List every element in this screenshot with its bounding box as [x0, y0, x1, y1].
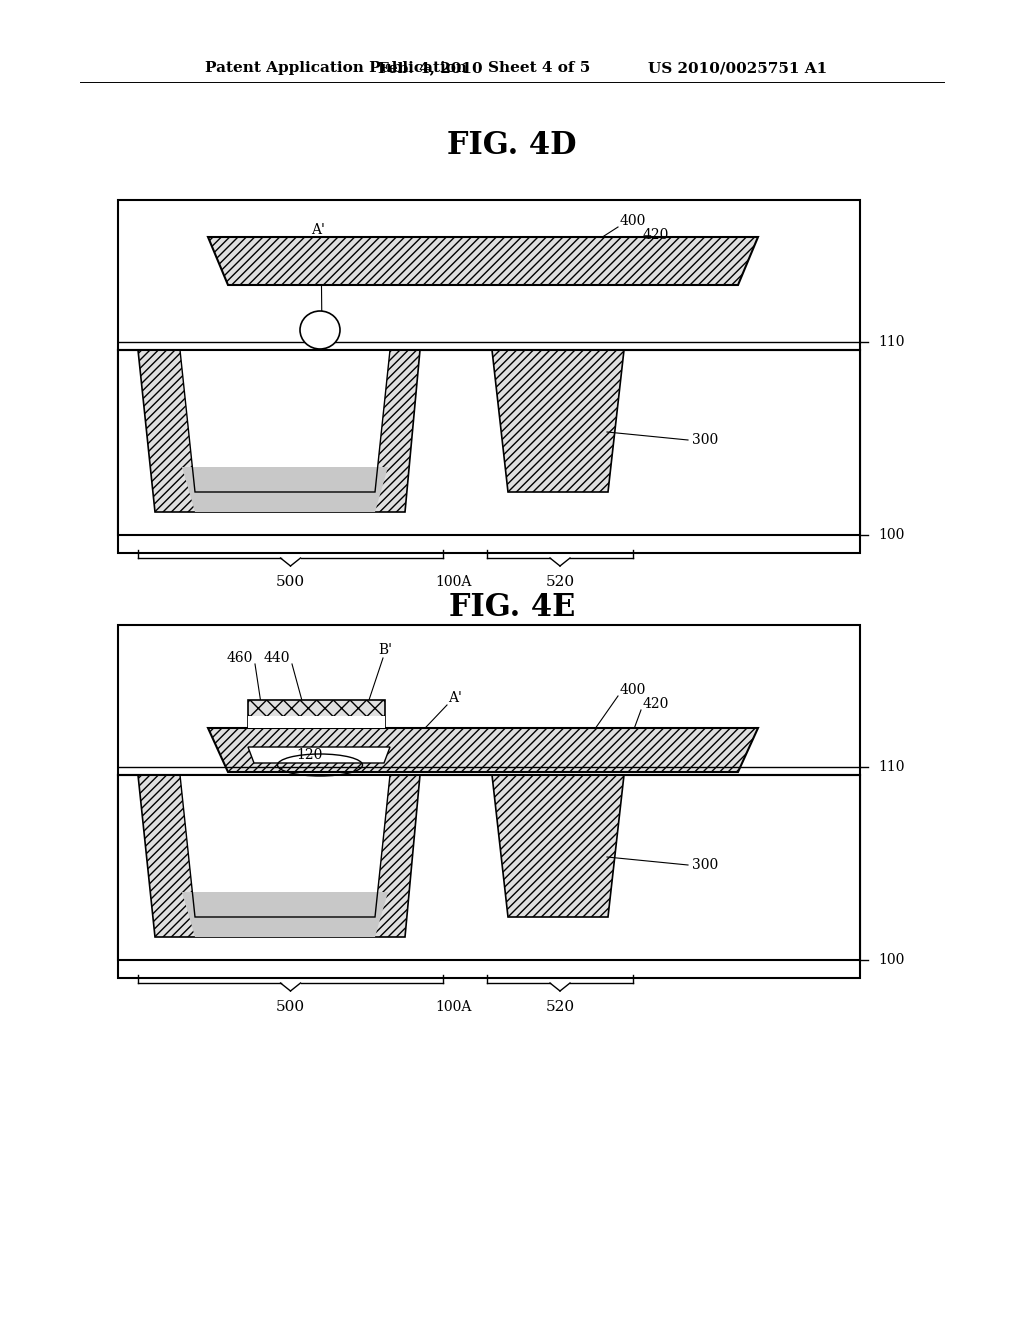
Polygon shape — [118, 350, 860, 535]
Text: 440: 440 — [263, 651, 290, 665]
Text: FIG. 4D: FIG. 4D — [447, 129, 577, 161]
Text: 100: 100 — [878, 953, 904, 968]
Polygon shape — [248, 700, 385, 729]
Text: Sheet 4 of 5: Sheet 4 of 5 — [488, 61, 590, 75]
Polygon shape — [138, 350, 420, 512]
Text: 500: 500 — [275, 1001, 305, 1014]
Polygon shape — [182, 892, 388, 937]
Text: 110: 110 — [878, 760, 904, 774]
Text: 500: 500 — [275, 576, 305, 589]
Text: US 2010/0025751 A1: US 2010/0025751 A1 — [648, 61, 827, 75]
Polygon shape — [248, 715, 385, 729]
Polygon shape — [180, 350, 390, 492]
Text: Patent Application Publication: Patent Application Publication — [205, 61, 467, 75]
Text: 460: 460 — [226, 651, 253, 665]
Text: 420: 420 — [643, 697, 670, 711]
Text: 400: 400 — [620, 214, 646, 228]
Text: 120: 120 — [297, 748, 324, 762]
Text: 520: 520 — [546, 576, 574, 589]
Text: 100A: 100A — [435, 1001, 472, 1014]
Ellipse shape — [300, 312, 340, 348]
Polygon shape — [248, 747, 390, 763]
Polygon shape — [180, 775, 390, 917]
Polygon shape — [492, 775, 624, 917]
Text: 400: 400 — [620, 682, 646, 697]
Text: FIG. 4E: FIG. 4E — [449, 593, 575, 623]
Text: A': A' — [449, 690, 462, 705]
Text: A': A' — [311, 223, 325, 238]
Polygon shape — [492, 350, 624, 492]
Polygon shape — [208, 238, 758, 285]
Text: 300: 300 — [692, 858, 718, 873]
Polygon shape — [208, 729, 758, 772]
Text: 110: 110 — [878, 335, 904, 348]
Text: B': B' — [378, 643, 392, 657]
Text: 520: 520 — [546, 1001, 574, 1014]
Text: 300: 300 — [692, 433, 718, 447]
Text: 100A: 100A — [435, 576, 472, 589]
Text: 100: 100 — [878, 528, 904, 543]
Text: Feb. 4, 2010: Feb. 4, 2010 — [378, 61, 482, 75]
Polygon shape — [138, 775, 420, 937]
Text: 420: 420 — [643, 228, 670, 242]
Polygon shape — [182, 467, 388, 512]
Polygon shape — [118, 775, 860, 960]
